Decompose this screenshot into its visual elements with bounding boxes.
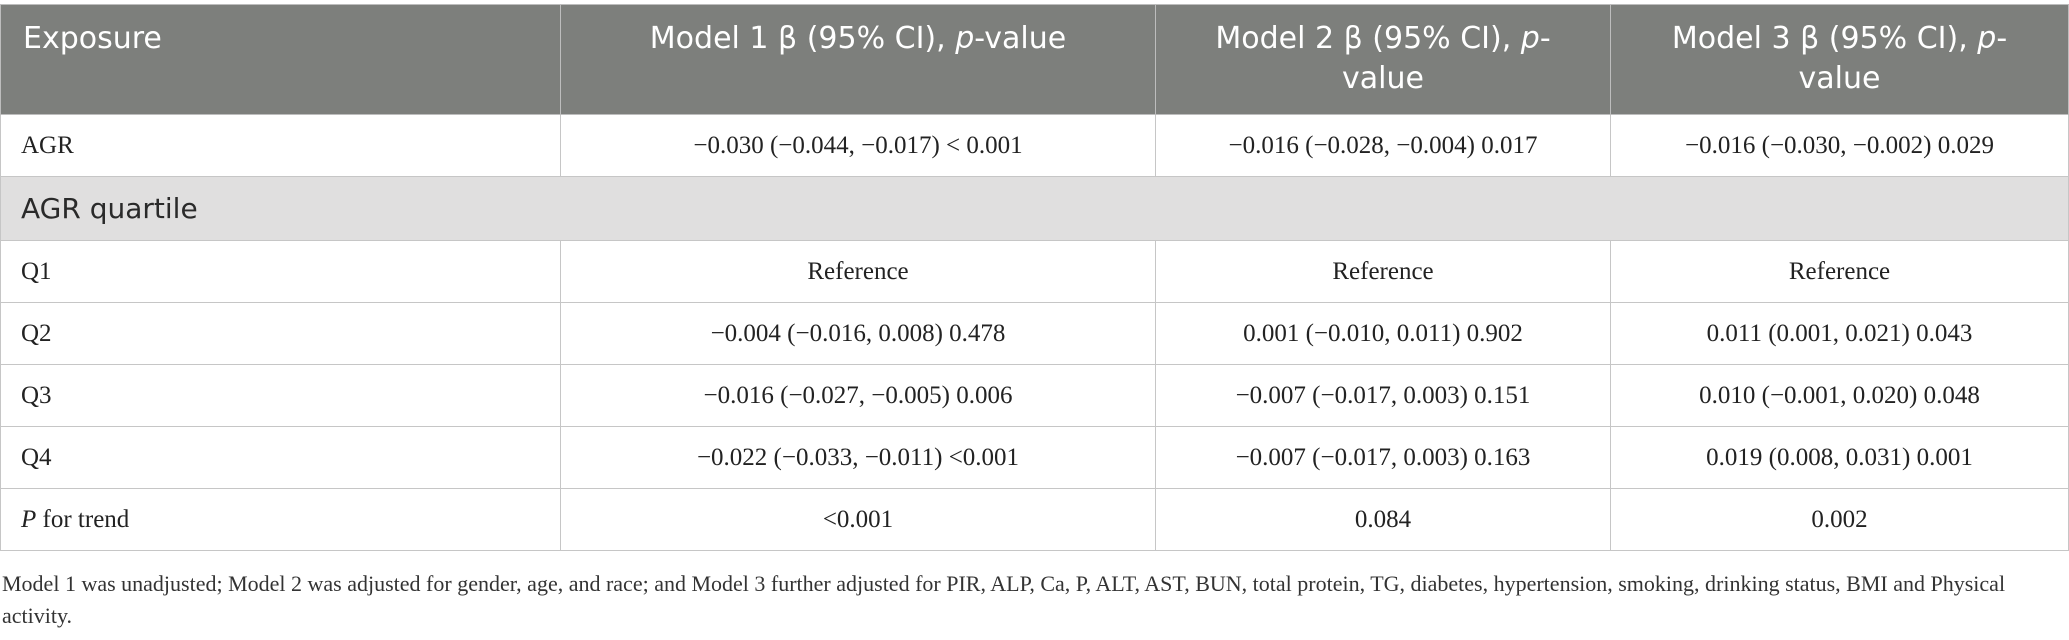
row-label: AGR [0,114,561,177]
row-label: Q2 [0,302,561,365]
header-row: Exposure Model 1 β (95% CI), p-value Mod… [0,4,2069,115]
table-row: Q4 −0.022 (−0.033, −0.011) <0.001 −0.007… [0,426,2069,489]
header-model-2-italic: p [1520,21,1540,56]
row-label: Q1 [0,240,561,303]
cell-model-1: Reference [560,240,1156,303]
table-row: Q1 Reference Reference Reference [0,240,2069,303]
section-label: AGR quartile [0,176,2069,241]
cell-model-2: 0.084 [1155,488,1611,551]
cell-model-2: −0.016 (−0.028, −0.004) 0.017 [1155,114,1611,177]
header-model-1-pre: Model 1 β (95% CI), [649,21,956,56]
table-body: AGR −0.030 (−0.044, −0.017) < 0.001 −0.0… [0,114,2069,551]
header-model-1-post: -value [974,21,1067,56]
header-model-1: Model 1 β (95% CI), p-value [560,4,1156,115]
cell-model-1: −0.016 (−0.027, −0.005) 0.006 [560,364,1156,427]
header-exposure-text: Exposure [23,21,162,56]
cell-model-2: −0.007 (−0.017, 0.003) 0.163 [1155,426,1611,489]
cell-model-1: −0.030 (−0.044, −0.017) < 0.001 [560,114,1156,177]
row-label-p-trend: P for trend [0,488,561,551]
row-label: Q3 [0,364,561,427]
header-model-2-pre: Model 2 β (95% CI), [1215,21,1521,56]
cell-model-3: 0.011 (0.001, 0.021) 0.043 [1610,302,2069,365]
results-table-container: Exposure Model 1 β (95% CI), p-value Mod… [0,4,2069,551]
cell-model-3: −0.016 (−0.030, −0.002) 0.029 [1610,114,2069,177]
table-row: Q3 −0.016 (−0.027, −0.005) 0.006 −0.007 … [0,364,2069,427]
header-model-3-post: -value [1798,21,2008,96]
header-model-3-pre: Model 3 β (95% CI), [1671,21,1978,56]
header-exposure: Exposure [0,4,561,115]
row-label-rest: for trend [36,505,130,533]
cell-model-2: Reference [1155,240,1611,303]
header-model-3: Model 3 β (95% CI), p-value [1610,4,2069,115]
cell-model-1: <0.001 [560,488,1156,551]
table-footnote: Model 1 was unadjusted; Model 2 was adju… [2,571,2006,628]
header-model-2-text: Model 2 β (95% CI), p-value [1178,5,1588,99]
section-row: AGR quartile [0,176,2069,241]
cell-model-2: 0.001 (−0.010, 0.011) 0.902 [1155,302,1611,365]
header-model-3-italic: p [1977,21,1997,56]
table-row: Q2 −0.004 (−0.016, 0.008) 0.478 0.001 (−… [0,302,2069,365]
table-row: P for trend <0.001 0.084 0.002 [0,488,2069,551]
cell-model-1: −0.022 (−0.033, −0.011) <0.001 [560,426,1156,489]
row-label: Q4 [0,426,561,489]
cell-model-3: 0.019 (0.008, 0.031) 0.001 [1610,426,2069,489]
cell-model-3: Reference [1610,240,2069,303]
regression-results-table: Exposure Model 1 β (95% CI), p-value Mod… [0,4,2069,551]
row-label-italic: P [21,505,37,533]
cell-model-2: −0.007 (−0.017, 0.003) 0.151 [1155,364,1611,427]
header-model-1-italic: p [955,21,975,56]
header-model-3-text: Model 3 β (95% CI), p-value [1633,5,2046,99]
header-model-2-post: -value [1342,21,1551,96]
table-row: AGR −0.030 (−0.044, −0.017) < 0.001 −0.0… [0,114,2069,177]
cell-model-1: −0.004 (−0.016, 0.008) 0.478 [560,302,1156,365]
cell-model-3: 0.002 [1610,488,2069,551]
cell-model-3: 0.010 (−0.001, 0.020) 0.048 [1610,364,2069,427]
header-model-1-text: Model 1 β (95% CI), p-value [583,5,1133,59]
table-header: Exposure Model 1 β (95% CI), p-value Mod… [0,4,2069,115]
header-model-2: Model 2 β (95% CI), p-value [1155,4,1611,115]
